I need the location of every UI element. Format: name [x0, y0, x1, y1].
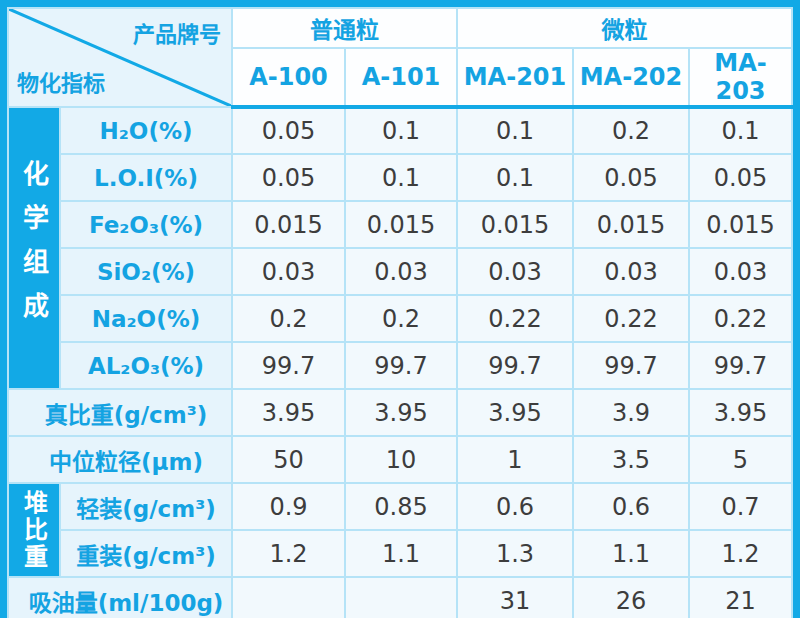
value-cell: 0.22: [689, 295, 792, 342]
value-cell: 0.03: [232, 248, 345, 295]
value-cell: 3.9: [573, 389, 689, 436]
value-cell: 50: [232, 436, 345, 483]
table-row-al2o3: AL₂O₃(%) 99.7 99.7 99.7 99.7 99.7: [8, 342, 792, 389]
value-cell: 0.22: [457, 295, 573, 342]
table-row-loose-bulk-density: 堆比重 轻装(g/cm³) 0.9 0.85 0.6 0.6 0.7: [8, 483, 792, 530]
value-cell: 0.1: [345, 154, 457, 201]
value-cell: 0.015: [232, 201, 345, 248]
value-cell: 0.9: [232, 483, 345, 530]
value-cell: 3.95: [345, 389, 457, 436]
value-cell: 3.95: [689, 389, 792, 436]
value-cell: 0.015: [457, 201, 573, 248]
value-cell: 0.05: [232, 154, 345, 201]
value-cell: 0.03: [457, 248, 573, 295]
value-cell: 1: [457, 436, 573, 483]
model-header-a101: A-101: [345, 48, 457, 107]
value-cell: 1.1: [345, 530, 457, 577]
table-row-packed-bulk-density: 重装(g/cm³) 1.2 1.1 1.3 1.1 1.2: [8, 530, 792, 577]
value-cell: 3.95: [457, 389, 573, 436]
row-label: 轻装(g/cm³): [60, 483, 232, 530]
value-cell: 31: [457, 577, 573, 618]
value-cell: 1.2: [232, 530, 345, 577]
value-cell: 99.7: [232, 342, 345, 389]
model-header-ma203: MA-203: [689, 48, 792, 107]
table-row-h2o: 化学组成 H₂O(%) 0.05 0.1 0.1 0.2 0.1: [8, 107, 792, 154]
row-label: 重装(g/cm³): [60, 530, 232, 577]
value-cell-empty: [232, 577, 345, 618]
value-cell: 0.03: [573, 248, 689, 295]
model-header-ma201: MA-201: [457, 48, 573, 107]
value-cell: 0.05: [232, 107, 345, 154]
spec-table-frame: 产品牌号 物化指标 普通粒 微粒 A-100 A-101 MA-201 MA-2…: [0, 0, 800, 618]
value-cell: 0.05: [573, 154, 689, 201]
value-cell: 26: [573, 577, 689, 618]
value-cell: 99.7: [345, 342, 457, 389]
row-label: Na₂O(%): [60, 295, 232, 342]
value-cell: 0.1: [345, 107, 457, 154]
value-cell: 99.7: [457, 342, 573, 389]
value-cell: 10: [345, 436, 457, 483]
model-header-a100: A-100: [232, 48, 345, 107]
value-cell: 0.015: [345, 201, 457, 248]
corner-label-product-model: 产品牌号: [133, 16, 221, 48]
value-cell: 99.7: [573, 342, 689, 389]
table-row-oil-absorption: 吸油量(ml/100g) 31 26 21: [8, 577, 792, 618]
value-cell-empty: [345, 577, 457, 618]
column-group-fine-particle: 微粒: [457, 8, 792, 48]
value-cell: 0.015: [689, 201, 792, 248]
table-row-median-particle-size: 中位粒径(μm) 50 10 1 3.5 5: [8, 436, 792, 483]
row-label: L.O.I(%): [60, 154, 232, 201]
header-group-row: 产品牌号 物化指标 普通粒 微粒: [8, 8, 792, 48]
row-label: AL₂O₃(%): [60, 342, 232, 389]
value-cell: 0.7: [689, 483, 792, 530]
table-row-loi: L.O.I(%) 0.05 0.1 0.1 0.05 0.05: [8, 154, 792, 201]
table-row-true-specific-gravity: 真比重(g/cm³) 3.95 3.95 3.95 3.9 3.95: [8, 389, 792, 436]
value-cell: 0.2: [345, 295, 457, 342]
row-group-chemical-composition: 化学组成: [8, 107, 60, 389]
value-cell: 1.1: [573, 530, 689, 577]
value-cell: 1.3: [457, 530, 573, 577]
value-cell: 99.7: [689, 342, 792, 389]
value-cell: 3.95: [232, 389, 345, 436]
row-group-bulk-density: 堆比重: [8, 483, 60, 577]
value-cell: 3.5: [573, 436, 689, 483]
row-label: 中位粒径(μm): [8, 436, 232, 483]
value-cell: 1.2: [689, 530, 792, 577]
value-cell: 0.85: [345, 483, 457, 530]
column-group-ordinary-particle: 普通粒: [232, 8, 457, 48]
table-row-na2o: Na₂O(%) 0.2 0.2 0.22 0.22 0.22: [8, 295, 792, 342]
corner-label-property-index: 物化指标: [17, 65, 105, 97]
value-cell: 0.2: [232, 295, 345, 342]
value-cell: 0.1: [457, 107, 573, 154]
corner-header-cell: 产品牌号 物化指标: [8, 8, 232, 107]
model-header-ma202: MA-202: [573, 48, 689, 107]
value-cell: 0.2: [573, 107, 689, 154]
value-cell: 21: [689, 577, 792, 618]
value-cell: 0.1: [457, 154, 573, 201]
table-row-fe2o3: Fe₂O₃(%) 0.015 0.015 0.015 0.015 0.015: [8, 201, 792, 248]
value-cell: 0.015: [573, 201, 689, 248]
row-label: Fe₂O₃(%): [60, 201, 232, 248]
row-label: SiO₂(%): [60, 248, 232, 295]
value-cell: 0.22: [573, 295, 689, 342]
row-label: 真比重(g/cm³): [8, 389, 232, 436]
value-cell: 0.03: [345, 248, 457, 295]
value-cell: 0.03: [689, 248, 792, 295]
table-row-sio2: SiO₂(%) 0.03 0.03 0.03 0.03 0.03: [8, 248, 792, 295]
value-cell: 5: [689, 436, 792, 483]
product-spec-table: 产品牌号 物化指标 普通粒 微粒 A-100 A-101 MA-201 MA-2…: [7, 7, 793, 618]
value-cell: 0.1: [689, 107, 792, 154]
value-cell: 0.05: [689, 154, 792, 201]
row-label: H₂O(%): [60, 107, 232, 154]
value-cell: 0.6: [457, 483, 573, 530]
row-label: 吸油量(ml/100g): [8, 577, 232, 618]
value-cell: 0.6: [573, 483, 689, 530]
